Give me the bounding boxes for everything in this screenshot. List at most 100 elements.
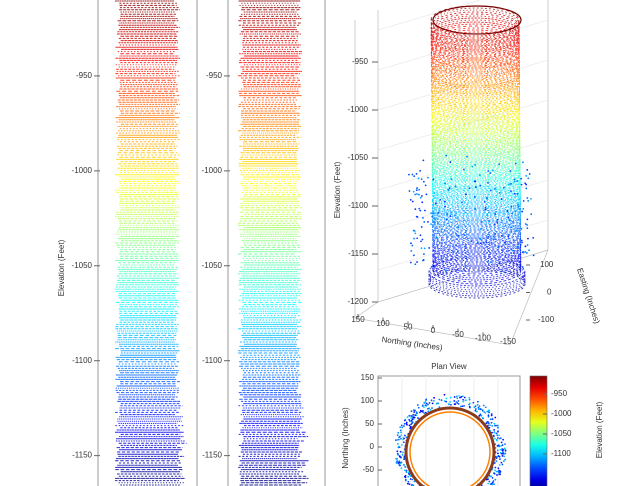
point — [496, 449, 499, 452]
point — [485, 241, 488, 243]
x-tick-label: 100 — [376, 319, 390, 328]
point — [458, 394, 460, 397]
point — [500, 441, 503, 444]
point — [493, 472, 496, 475]
point — [440, 399, 443, 401]
point — [494, 188, 496, 190]
point — [411, 422, 413, 424]
point — [487, 482, 490, 485]
point — [468, 405, 471, 408]
box-edge — [509, 249, 549, 346]
point — [397, 462, 400, 464]
point — [487, 415, 490, 418]
point — [481, 416, 484, 419]
point — [414, 193, 417, 196]
point — [482, 404, 485, 407]
point — [530, 213, 533, 216]
point — [508, 183, 510, 186]
point — [516, 180, 519, 183]
point — [491, 169, 494, 172]
point-ring — [431, 151, 521, 181]
point — [487, 181, 489, 184]
point — [509, 170, 512, 172]
point — [507, 216, 510, 219]
y-tick-label: 150 — [361, 373, 375, 382]
point — [418, 207, 421, 210]
x-tick-label: -150 — [500, 337, 517, 346]
point — [488, 220, 491, 223]
point — [527, 177, 530, 180]
y-tick-label: -1050 — [72, 261, 93, 270]
colorbar-tick-label: -1050 — [551, 429, 572, 438]
point — [522, 208, 525, 210]
point — [481, 409, 484, 412]
point — [434, 221, 436, 224]
point — [490, 242, 493, 244]
point — [416, 187, 418, 189]
point — [419, 196, 422, 199]
point — [463, 396, 466, 399]
point — [449, 396, 452, 399]
point — [447, 189, 450, 191]
point — [504, 458, 507, 461]
point — [407, 475, 410, 478]
point — [396, 457, 399, 460]
point — [498, 472, 501, 475]
point — [479, 408, 482, 410]
point — [401, 453, 404, 456]
point — [443, 268, 446, 271]
colorbar-tick-label: -1000 — [551, 409, 572, 418]
point — [484, 406, 487, 409]
point — [408, 414, 411, 417]
point — [488, 480, 491, 483]
point-ring — [431, 163, 521, 193]
point — [434, 218, 436, 221]
point-ring — [432, 221, 522, 251]
point — [438, 406, 441, 409]
y-tick-label: -1100 — [202, 356, 222, 365]
point — [462, 168, 465, 171]
point — [500, 461, 503, 464]
point — [404, 476, 407, 479]
point-ring — [430, 27, 520, 57]
point — [493, 462, 496, 464]
point — [522, 200, 525, 202]
point — [504, 448, 507, 451]
point — [405, 469, 408, 472]
point — [473, 406, 476, 409]
point — [501, 449, 504, 452]
point — [479, 184, 482, 187]
point — [522, 251, 525, 253]
point — [398, 460, 401, 463]
point — [474, 164, 477, 166]
point — [400, 431, 402, 434]
point — [520, 183, 523, 186]
point — [412, 229, 415, 232]
point — [409, 425, 412, 428]
point — [431, 215, 434, 218]
y-tick-label: -50 — [362, 465, 374, 474]
y-tick-label: 100 — [540, 260, 554, 269]
point-ring — [430, 15, 520, 45]
point — [400, 437, 402, 440]
point — [497, 430, 499, 433]
point — [497, 467, 500, 470]
point — [524, 182, 527, 185]
point — [500, 198, 503, 200]
point-ring — [432, 243, 522, 273]
point — [420, 247, 423, 250]
point — [456, 217, 458, 220]
point — [532, 236, 535, 239]
point — [474, 208, 476, 211]
point — [504, 241, 507, 244]
point — [430, 265, 433, 268]
point — [450, 403, 452, 406]
point — [504, 224, 507, 227]
point — [496, 444, 499, 447]
point-ring — [431, 67, 520, 97]
point — [430, 223, 432, 226]
point — [399, 450, 402, 453]
point — [520, 239, 523, 242]
point — [480, 227, 482, 230]
point — [515, 229, 518, 232]
